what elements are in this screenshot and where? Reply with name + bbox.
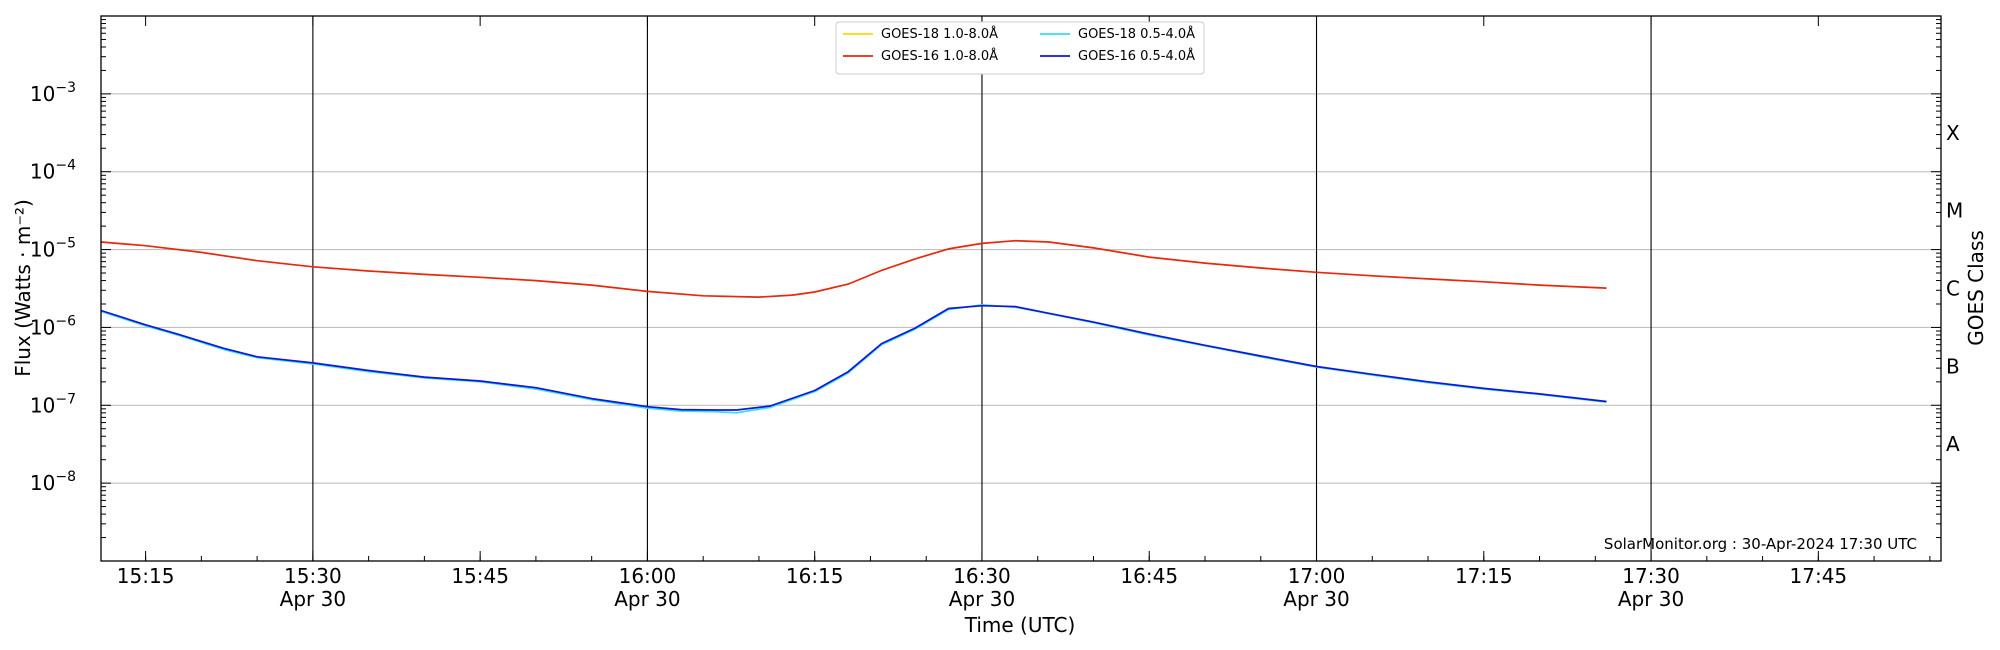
x-tick-label: 15:45 <box>451 564 509 588</box>
x-tick-label: 17:30 <box>1622 564 1680 588</box>
y-tick-label: 10−7 <box>30 391 76 417</box>
x-tick-label: 15:15 <box>117 564 175 588</box>
y-tick-exponent: −5 <box>55 236 76 252</box>
legend-label: GOES-18 1.0-8.0Å <box>881 26 998 42</box>
y-tick-base: 10 <box>30 238 55 262</box>
x-tick-date-label: Apr 30 <box>1618 587 1684 611</box>
x-tick-date-label: Apr 30 <box>280 587 346 611</box>
x-tick-label: 17:15 <box>1455 564 1513 588</box>
y-tick-label: 10−4 <box>30 158 76 184</box>
x-tick-label: 16:00 <box>619 564 677 588</box>
goes-class-axis-label: GOES Class <box>1964 230 1988 346</box>
y-axis-label: Flux (Watts · m⁻²) <box>11 199 35 377</box>
y-tick-exponent: −8 <box>55 469 76 485</box>
x-axis-label: Time (UTC) <box>964 613 1076 637</box>
y-tick-base: 10 <box>30 393 55 417</box>
y-tick-label: 10−8 <box>30 469 76 495</box>
credit-text: SolarMonitor.org : 30-Apr-2024 17:30 UTC <box>1604 535 1917 553</box>
x-tick-date-label: Apr 30 <box>1283 587 1349 611</box>
y-tick-exponent: −3 <box>55 80 76 96</box>
y-tick-base: 10 <box>30 82 55 106</box>
goes-class-label: B <box>1946 354 1960 378</box>
y-tick-label: 10−3 <box>30 80 76 106</box>
x-tick-date-label: Apr 30 <box>614 587 680 611</box>
legend-label: GOES-18 0.5-4.0Å <box>1078 26 1195 42</box>
x-tick-label: 17:45 <box>1790 564 1848 588</box>
y-tick-base: 10 <box>30 160 55 184</box>
goes-class-label: X <box>1946 121 1960 145</box>
series-line <box>100 239 1607 298</box>
y-tick-label: 10−5 <box>30 236 76 262</box>
y-tick-exponent: −4 <box>55 158 76 174</box>
y-tick-exponent: −7 <box>55 391 76 407</box>
x-tick-label: 17:00 <box>1288 564 1346 588</box>
x-tick-label: 16:45 <box>1120 564 1178 588</box>
x-tick-label: 16:30 <box>953 564 1011 588</box>
vertical-lines-layer <box>312 16 1652 561</box>
goes-class-label: C <box>1946 277 1960 301</box>
legend: GOES-18 1.0-8.0Å GOES-16 1.0-8.0Å GOES-18 … <box>835 21 1205 75</box>
goes-class-label: M <box>1946 199 1963 223</box>
series-layer <box>100 239 1607 414</box>
y-tick-base: 10 <box>30 315 55 339</box>
legend-label: GOES-16 1.0-8.0Å <box>881 48 998 64</box>
plot-frame <box>100 15 1942 562</box>
y-tick-base: 10 <box>30 471 55 495</box>
legend-label: GOES-16 0.5-4.0Å <box>1078 48 1195 64</box>
plot-background <box>101 16 1941 561</box>
goes-class-label: A <box>1946 432 1960 456</box>
y-tick-exponent: −6 <box>55 313 76 329</box>
x-tick-label: 16:15 <box>786 564 844 588</box>
x-tick-date-label: Apr 30 <box>949 587 1015 611</box>
grid-layer <box>101 93 1941 484</box>
y-tick-label: 10−6 <box>30 313 76 339</box>
series-line <box>100 304 1607 411</box>
legend-box <box>835 21 1205 75</box>
x-tick-label: 15:30 <box>284 564 342 588</box>
